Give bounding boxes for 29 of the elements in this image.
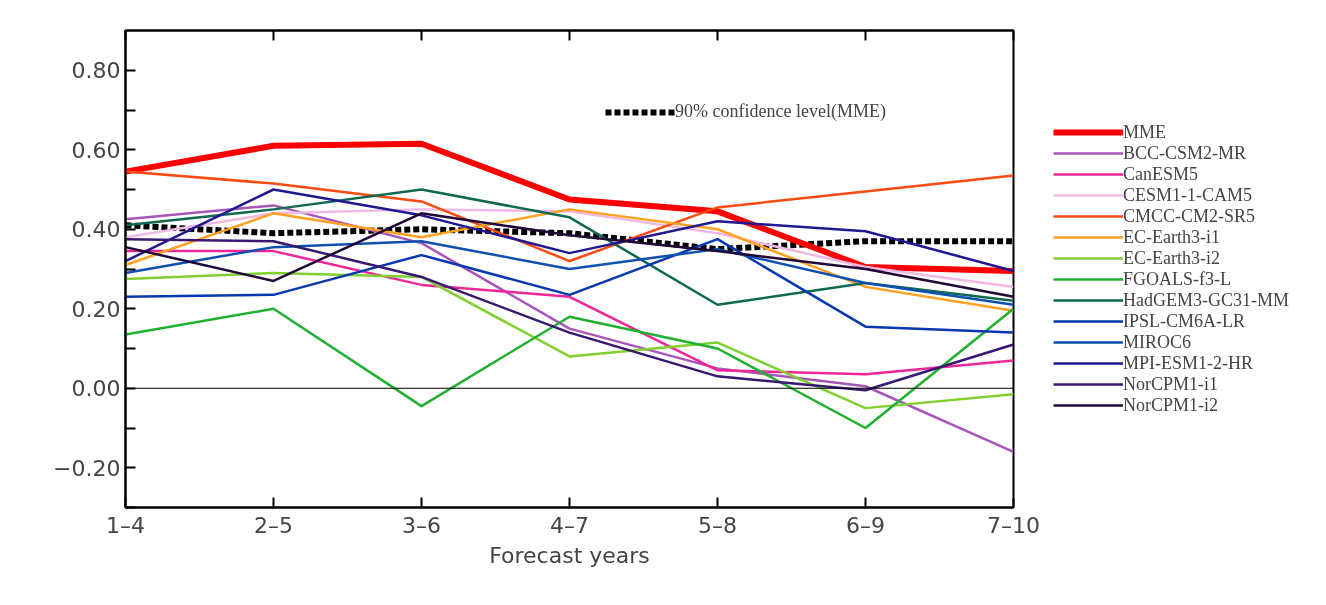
x-tick-label: 5–8: [698, 512, 737, 538]
y-tick-label: 0.20: [71, 296, 121, 322]
legend-label: MIROC6: [1123, 331, 1192, 353]
legend-label: NorCPM1-i1: [1123, 373, 1219, 395]
legend-label: CanESM5: [1123, 163, 1199, 185]
y-tick-label: 0.40: [71, 217, 121, 243]
legend-label: IPSL-CM6A-LR: [1123, 310, 1246, 332]
y-tick-label: 0.00: [71, 376, 121, 402]
legend-label: CMCC-CM2-SR5: [1123, 205, 1256, 227]
y-tick-label: −0.20: [53, 455, 121, 481]
legend-label: HadGEM3-GC31-MM: [1123, 289, 1289, 311]
legend-label: MPI-ESM1-2-HR: [1123, 352, 1254, 374]
x-tick-label: 1–4: [106, 512, 145, 538]
x-tick-label: 2–5: [254, 512, 293, 538]
legend-label: NorCPM1-i2: [1123, 394, 1219, 416]
y-tick-label: 0.80: [71, 58, 121, 84]
legend-label: FGOALS-f3-L: [1123, 268, 1231, 290]
legend-label: 90% confidence level(MME): [675, 101, 886, 122]
x-tick-label: 3–6: [402, 512, 441, 538]
legend-label: MME: [1123, 121, 1167, 143]
x-tick-label: 6–9: [846, 512, 885, 538]
y-tick-label: 0.60: [71, 137, 121, 163]
x-axis-title: Forecast years: [489, 542, 650, 568]
x-tick-label: 4–7: [550, 512, 589, 538]
x-tick-label: 7–10: [987, 512, 1040, 538]
legend-label: EC-Earth3-i2: [1123, 247, 1220, 269]
legend-label: EC-Earth3-i1: [1123, 226, 1220, 248]
legend-label: BCC-CSM2-MR: [1123, 142, 1247, 164]
legend-label: CESM1-1-CAM5: [1123, 184, 1253, 206]
